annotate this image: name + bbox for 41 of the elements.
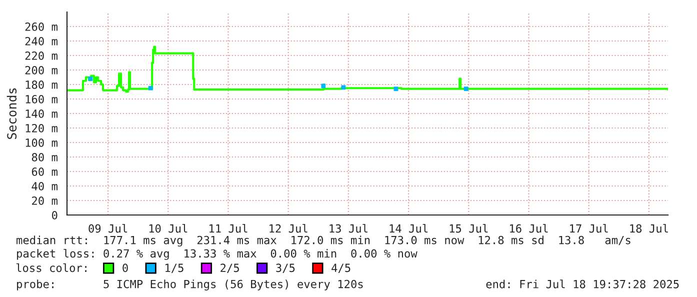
legend-title: loss color: (16, 263, 86, 272)
legend-label: 4/5 (332, 264, 350, 273)
point (148, 86, 153, 90)
y-tick-label: 60 m (32, 168, 58, 176)
y-tick-label: 160 m (26, 95, 58, 104)
point (321, 84, 326, 88)
point (394, 86, 398, 92)
point (88, 76, 93, 81)
x-tick-label: 16 Jul (510, 224, 548, 233)
y-tick-label: 120 m (26, 124, 58, 132)
x-tick-label: 18 Jul (630, 224, 668, 233)
legend-label: 0 (122, 264, 128, 272)
x-tick-label: 09 Jul (88, 224, 128, 233)
text: end: Fri Jul 18 19:37:28 2025 (486, 280, 679, 288)
y-tick-label: 200 m (25, 66, 58, 74)
text: probe: 5 ICMP Echo Pings (56 Bytes) every 120s (17, 280, 363, 290)
y-axis-title: Seconds (6, 88, 17, 139)
y-tick-label: 20 m (32, 196, 58, 205)
legend-label: 1/5 (165, 264, 184, 273)
y-tick-label: 260 m (25, 22, 58, 31)
y-tick-label: 80 m (32, 153, 58, 162)
point (464, 86, 468, 92)
y-tick-label: 180 m (26, 80, 58, 89)
legend-label: 3/5 (276, 264, 295, 273)
legend-label: 2/5 (220, 264, 239, 273)
x-tick-label: 17 Jul (570, 224, 608, 233)
y-tick-label: 40 m (32, 182, 58, 190)
x-tick-label: 12 Jul (270, 224, 308, 233)
y-tick-label: 240 m (25, 37, 58, 46)
text: median rtt: 177.1 ms avg 231.4 ms max 172.0 ms min 173.0 ms now 12.8 ms sd 13.8 am/s (16, 236, 630, 247)
x-tick-label: 11 Jul (209, 224, 248, 233)
y-tick-label: 100 m (26, 138, 58, 147)
point (341, 85, 346, 90)
x-tick-label: 14 Jul (390, 224, 428, 233)
x-tick-label: 10 Jul (149, 224, 188, 233)
y-tick-label: 220 m (25, 52, 58, 60)
x-tick-label: 15 Jul (450, 224, 488, 233)
x-tick-label: 13 Jul (330, 224, 368, 233)
y-tick-label: 0 (52, 211, 58, 220)
text: packet loss: 0.27 % avg 13.33 % max 0.00 % min 0.00 % now (17, 248, 418, 260)
y-tick-label: 140 m (26, 110, 58, 118)
